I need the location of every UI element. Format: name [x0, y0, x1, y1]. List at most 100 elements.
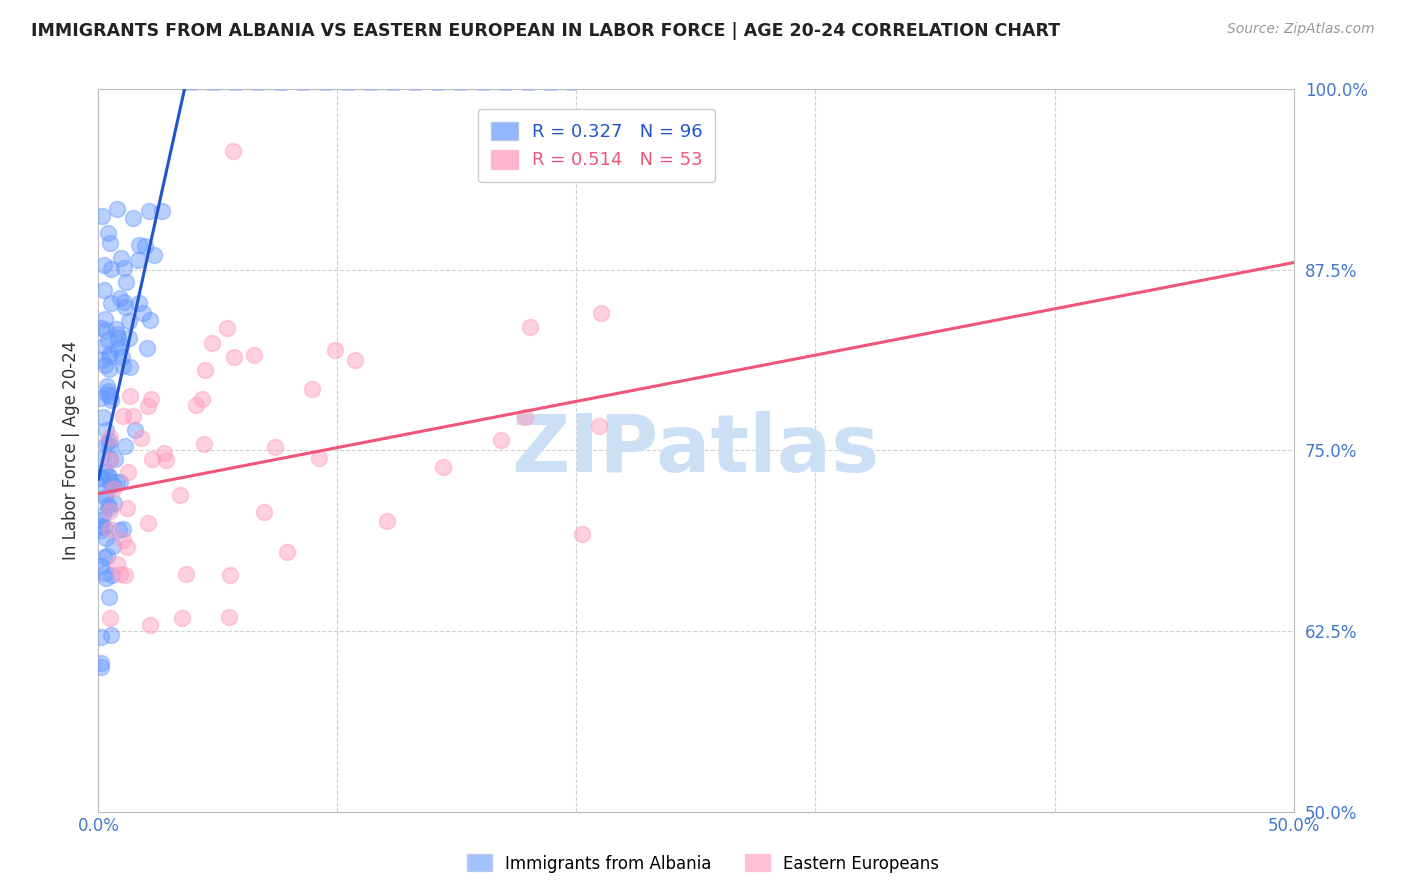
- Point: [112, 260, 135, 275]
- Point: [105, 475, 128, 490]
- Point: [97, 384, 120, 398]
- Point: [97, 434, 120, 448]
- Point: [94, 358, 117, 372]
- Point: [94, 572, 117, 586]
- Y-axis label: In Labor Force | Age 20-24: In Labor Force | Age 20-24: [62, 341, 80, 560]
- Point: [98, 430, 122, 444]
- Point: [105, 202, 128, 217]
- Point: [98, 236, 121, 251]
- Point: [276, 545, 298, 559]
- Point: [186, 398, 208, 412]
- Point: [103, 496, 125, 510]
- Point: [100, 627, 122, 641]
- Point: [343, 353, 366, 368]
- Point: [136, 516, 159, 530]
- Point: [93, 466, 115, 480]
- Point: [93, 259, 115, 273]
- Point: [118, 314, 141, 328]
- Point: [114, 276, 136, 290]
- Point: [243, 348, 266, 362]
- Point: [98, 389, 121, 403]
- Point: [98, 474, 121, 488]
- Text: ZIPatlas: ZIPatlas: [512, 411, 880, 490]
- Point: [136, 342, 159, 356]
- Point: [308, 451, 330, 466]
- Point: [108, 524, 131, 538]
- Point: [174, 567, 197, 582]
- Point: [150, 204, 173, 219]
- Point: [143, 248, 166, 262]
- Point: [97, 498, 120, 512]
- Point: [588, 419, 610, 434]
- Point: [105, 558, 128, 572]
- Point: [91, 209, 114, 223]
- Point: [91, 486, 114, 500]
- Point: [97, 469, 120, 483]
- Point: [104, 452, 127, 467]
- Point: [93, 519, 115, 533]
- Point: [98, 437, 121, 451]
- Point: [191, 392, 214, 406]
- Point: [107, 331, 129, 345]
- Point: [139, 618, 162, 632]
- Point: [571, 526, 593, 541]
- Point: [90, 469, 112, 483]
- Point: [90, 513, 112, 527]
- Point: [90, 523, 112, 537]
- Point: [105, 322, 128, 336]
- Point: [170, 611, 193, 625]
- Point: [114, 568, 136, 582]
- Point: [98, 452, 122, 467]
- Point: [98, 347, 121, 361]
- Point: [111, 533, 134, 547]
- Point: [100, 568, 122, 582]
- Point: [136, 399, 159, 413]
- Point: [108, 567, 131, 582]
- Point: [96, 379, 118, 393]
- Point: [90, 321, 112, 335]
- Point: [98, 591, 121, 605]
- Point: [115, 500, 138, 515]
- Point: [117, 465, 139, 479]
- Point: [93, 339, 115, 353]
- Point: [138, 204, 160, 219]
- Point: [127, 253, 149, 268]
- Point: [101, 478, 124, 492]
- Text: Source: ZipAtlas.com: Source: ZipAtlas.com: [1227, 22, 1375, 37]
- Point: [111, 350, 134, 364]
- Point: [432, 460, 454, 475]
- Point: [93, 566, 115, 580]
- Point: [375, 514, 398, 528]
- Point: [128, 237, 150, 252]
- Point: [98, 452, 121, 467]
- Point: [94, 531, 117, 545]
- Legend: R = 0.327   N = 96, R = 0.514   N = 53: R = 0.327 N = 96, R = 0.514 N = 53: [478, 109, 716, 182]
- Point: [117, 540, 139, 554]
- Point: [169, 488, 191, 502]
- Point: [93, 283, 115, 297]
- Point: [94, 311, 117, 326]
- Point: [217, 321, 239, 335]
- Point: [219, 567, 242, 582]
- Point: [118, 331, 141, 345]
- Point: [108, 291, 131, 305]
- Point: [100, 477, 122, 491]
- Point: [519, 320, 541, 334]
- Point: [218, 610, 240, 624]
- Point: [201, 336, 224, 351]
- Point: [98, 522, 122, 536]
- Point: [96, 423, 118, 437]
- Point: [301, 382, 323, 396]
- Point: [97, 469, 120, 483]
- Point: [97, 501, 120, 516]
- Point: [110, 252, 132, 266]
- Point: [111, 409, 134, 424]
- Point: [96, 549, 118, 563]
- Point: [100, 295, 122, 310]
- Point: [90, 471, 112, 485]
- Point: [112, 294, 135, 309]
- Point: [96, 437, 118, 451]
- Point: [132, 306, 155, 320]
- Point: [124, 423, 146, 437]
- Point: [97, 226, 120, 240]
